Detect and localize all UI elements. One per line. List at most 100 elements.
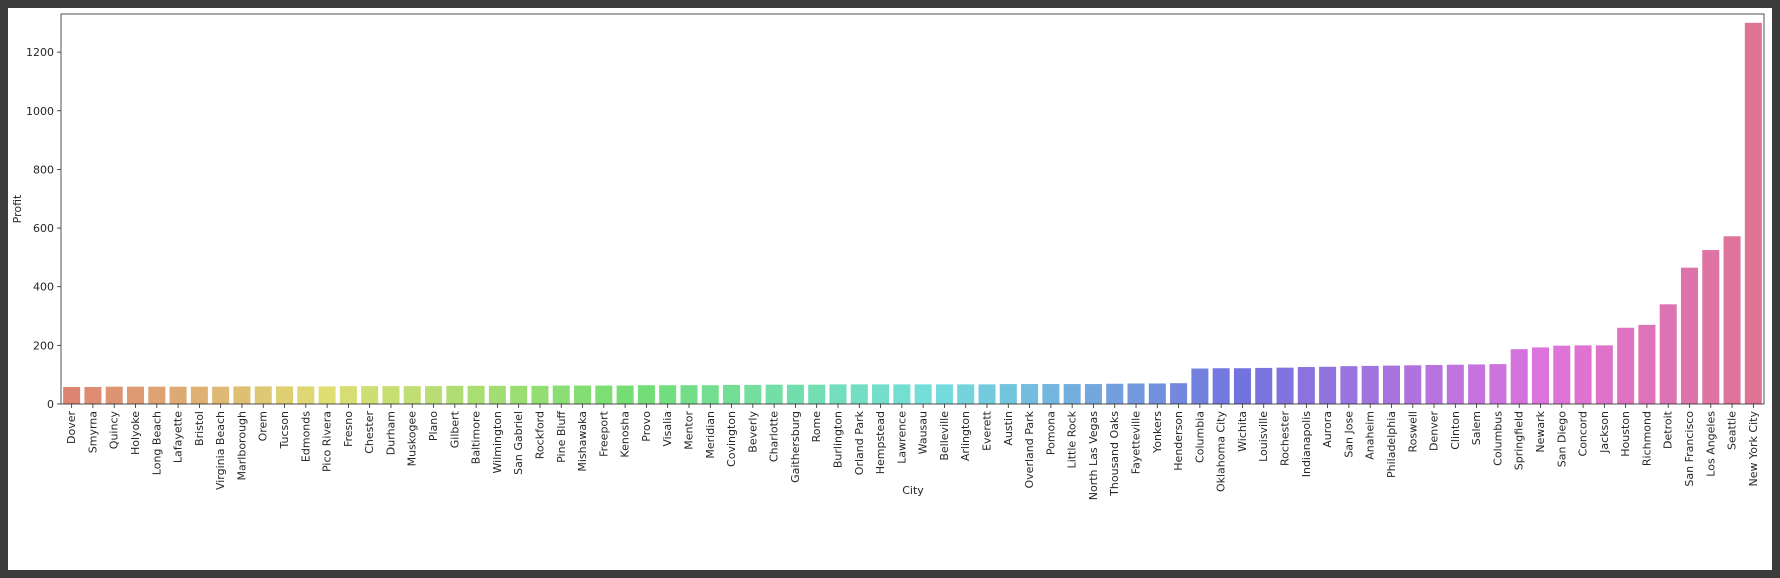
bar-seattle [1723, 236, 1741, 404]
bar-meridian [701, 385, 719, 404]
bar-holyoke [126, 386, 145, 404]
plot-frame [60, 13, 1765, 405]
bar-quincy [105, 386, 123, 404]
bar-dover [63, 386, 81, 404]
bar-smyrna [84, 386, 102, 404]
x-axis-label: City [902, 484, 924, 497]
bar-little-rock [1063, 384, 1081, 404]
x-axis: Dover Smyrna Quincy Holyoke Long Beach Lafaye… [65, 404, 1760, 500]
x-tick-label: Quincy [108, 411, 121, 450]
bar-louisville [1255, 367, 1273, 404]
bars-group [63, 22, 1762, 405]
x-tick-label: Henderson [1172, 411, 1185, 471]
x-tick-label: Houston [1619, 411, 1632, 457]
x-tick-label: Louisville [1257, 411, 1270, 462]
y-axis-label: Profit [11, 194, 24, 223]
bar-covington [723, 384, 741, 404]
bar-mentor [680, 385, 698, 404]
bar-wilmington [488, 385, 506, 404]
x-tick-label: Charlotte [768, 411, 781, 462]
x-tick-label: Chester [363, 411, 376, 454]
x-tick-label: Pine Bluff [555, 411, 568, 463]
bar-san-francisco [1680, 267, 1699, 404]
x-tick-label: Columbia [1193, 411, 1206, 463]
x-tick-label: Detroit [1662, 410, 1675, 449]
bar-san-gabriel [510, 385, 528, 404]
x-tick-label: Covington [725, 411, 738, 467]
bar-provo [637, 385, 655, 404]
x-tick-label: Muskogee [406, 411, 419, 467]
x-tick-label: Long Beach [150, 411, 163, 475]
bar-marlborough [233, 386, 251, 404]
x-tick-label: Baltimore [470, 411, 483, 464]
x-tick-label: Wausau [917, 411, 930, 454]
bar-austin [999, 384, 1017, 404]
bar-philadelphia [1382, 365, 1400, 404]
bar-plano [425, 386, 443, 404]
x-tick-label: Indianapolis [1300, 411, 1313, 478]
x-tick-label: Plano [427, 411, 440, 441]
bar-concord [1574, 345, 1592, 404]
y-tick-label: 1200 [26, 46, 54, 59]
bar-san-jose [1340, 366, 1358, 404]
bar-bristol [190, 386, 208, 404]
x-tick-label: Gaithersburg [789, 411, 802, 483]
bar-springfield [1510, 349, 1528, 404]
bar-tucson [276, 386, 294, 404]
bar-fresno [339, 386, 357, 404]
x-tick-label: Dover [65, 411, 78, 444]
x-tick-label: Austin [1002, 411, 1015, 446]
bar-thousand-oaks [1106, 383, 1124, 404]
bar-richmond [1638, 324, 1656, 404]
x-tick-label: Columbus [1491, 411, 1504, 466]
x-tick-label: Durham [384, 411, 397, 455]
x-tick-label: Fayetteville [1130, 411, 1143, 474]
bar-kenosha [616, 385, 634, 404]
y-tick-label: 1000 [26, 105, 54, 118]
x-tick-label: Aurora [1321, 411, 1334, 448]
bar-aurora [1319, 366, 1337, 404]
bar-gilbert [446, 385, 464, 404]
bar-orem [254, 386, 272, 404]
x-tick-label: Newark [1534, 410, 1547, 452]
x-tick-label: Richmond [1640, 411, 1653, 466]
y-tick-label: 200 [33, 339, 54, 352]
bar-orland-park [850, 384, 868, 404]
bar-long-beach [148, 386, 166, 404]
bar-salem [1468, 364, 1486, 404]
bar-pomona [1042, 384, 1060, 404]
bar-chart: 0 200 400 600 800 1000 1200 Dover Smyrna Quincy H… [11, 13, 1765, 500]
bar-detroit [1659, 304, 1677, 404]
bar-anaheim [1361, 365, 1379, 404]
x-tick-label: Wichita [1236, 411, 1249, 452]
bar-lafayette [169, 386, 187, 404]
bar-henderson [1170, 383, 1188, 404]
bar-everett [978, 384, 996, 404]
bar-new-york-city [1744, 22, 1762, 405]
bar-denver [1425, 365, 1443, 404]
x-tick-label: Rockford [533, 411, 546, 459]
x-tick-label: Mentor [682, 411, 695, 450]
x-tick-label: San Gabriel [512, 411, 525, 475]
x-tick-label: Gilbert [448, 410, 461, 448]
x-tick-label: Provo [640, 411, 653, 442]
bar-lawrence [893, 384, 911, 404]
x-tick-label: Belleville [938, 411, 951, 461]
x-tick-label: Clinton [1449, 411, 1462, 450]
x-tick-label: Kenosha [619, 411, 632, 458]
x-tick-label: Seattle [1726, 411, 1739, 450]
x-tick-label: Salem [1470, 411, 1483, 445]
bar-gaithersburg [786, 384, 804, 404]
bar-rockford [531, 385, 549, 404]
x-tick-label: San Francisco [1683, 411, 1696, 487]
bar-muskogee [403, 386, 421, 404]
bar-pico-rivera [318, 386, 336, 404]
bar-virginia-beach [212, 386, 230, 404]
bar-pine-bluff [552, 385, 570, 404]
x-tick-label: Mishawaka [576, 411, 589, 472]
bar-columbus [1489, 364, 1507, 404]
x-tick-label: Philadelphia [1385, 411, 1398, 478]
x-tick-label: Holyoke [129, 411, 142, 455]
x-tick-label: Lawrence [895, 411, 908, 464]
y-tick-label: 400 [33, 281, 54, 294]
